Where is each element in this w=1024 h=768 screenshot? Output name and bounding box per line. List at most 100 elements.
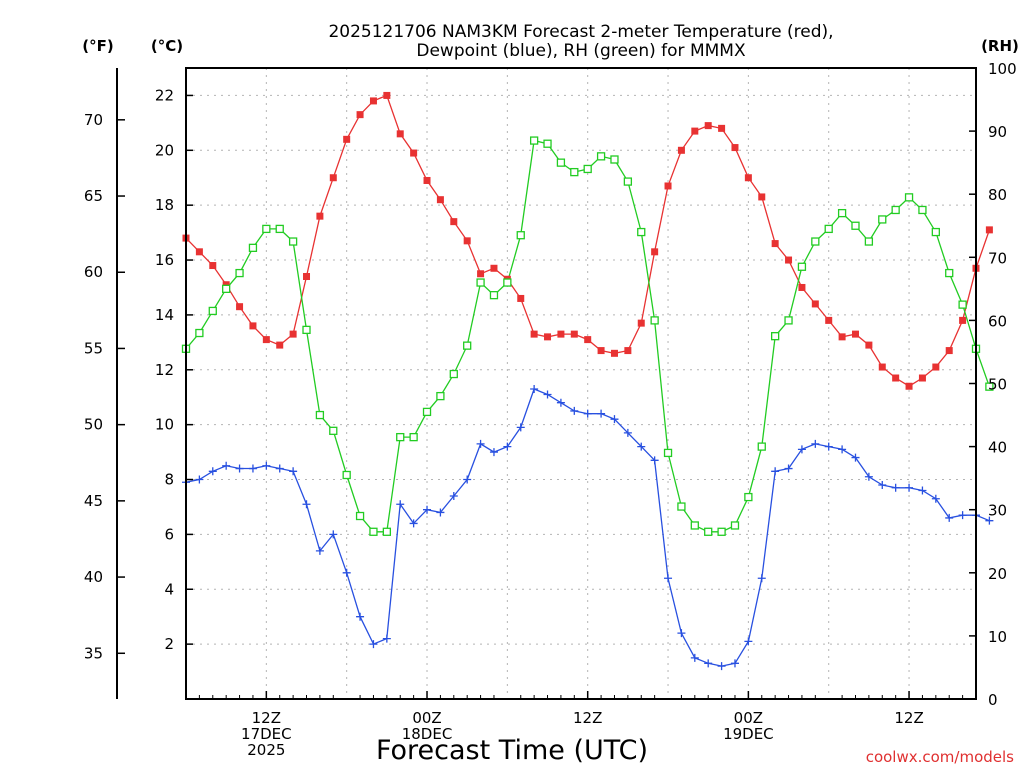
rh-tick-label: 90 — [988, 123, 1007, 141]
data-point-temperature — [744, 174, 752, 182]
data-point-dewpoint — [650, 456, 659, 465]
data-point-temperature — [316, 212, 324, 220]
chart-title: 2025121706 NAM3KM Forecast 2-meter Tempe… — [328, 22, 833, 42]
data-point-rh — [717, 527, 726, 536]
axis-ticks — [117, 67, 976, 700]
fahrenheit-unit-label: (°F) — [82, 37, 113, 55]
data-point-temperature — [249, 322, 257, 330]
data-point-dewpoint — [530, 384, 539, 393]
data-point-temperature — [758, 193, 766, 201]
celsius-tick-label: 8 — [164, 471, 174, 489]
data-point-dewpoint — [583, 409, 592, 418]
x-tick-label: 19DEC — [723, 725, 774, 743]
data-point-temperature — [450, 218, 458, 226]
data-point-temperature — [396, 130, 404, 138]
data-point-rh — [235, 268, 244, 278]
data-point-temperature — [651, 248, 659, 256]
data-point-temperature — [557, 330, 565, 338]
data-point-rh — [704, 527, 713, 536]
data-point-dewpoint — [958, 511, 967, 520]
data-point-temperature — [838, 333, 846, 341]
data-point-temperature — [610, 349, 618, 357]
data-point-temperature — [209, 262, 217, 270]
data-point-rh — [315, 410, 325, 420]
data-point-dewpoint — [543, 390, 552, 399]
data-point-rh — [302, 325, 311, 335]
data-point-dewpoint — [235, 464, 244, 473]
data-point-rh — [342, 470, 351, 480]
fahrenheit-tick-label: 55 — [84, 339, 103, 357]
celsius-unit-label: (°C) — [151, 37, 183, 55]
data-point-dewpoint — [489, 448, 498, 457]
data-point-temperature — [262, 336, 270, 344]
data-point-temperature — [570, 330, 578, 338]
data-point-temperature — [878, 363, 886, 371]
data-point-dewpoint — [476, 439, 485, 448]
data-point-rh — [610, 155, 619, 164]
data-point-dewpoint — [757, 574, 766, 583]
data-point-temperature — [664, 182, 672, 190]
celsius-tick-label: 20 — [155, 141, 174, 159]
data-point-dewpoint — [838, 445, 847, 454]
data-point-rh — [476, 278, 485, 287]
data-point-rh — [449, 369, 458, 379]
data-point-temperature — [905, 382, 913, 390]
data-point-temperature — [369, 97, 377, 105]
data-point-rh — [583, 164, 592, 174]
data-point-dewpoint — [784, 464, 793, 473]
data-point-temperature — [959, 316, 967, 324]
x-tick-label: 00Z — [734, 709, 763, 727]
data-point-dewpoint — [463, 475, 472, 484]
data-point-dewpoint — [704, 659, 713, 668]
rh-tick-label: 100 — [988, 60, 1017, 78]
celsius-tick-label: 14 — [155, 306, 174, 324]
data-point-temperature — [945, 347, 953, 355]
data-point-temperature — [343, 135, 351, 143]
data-point-dewpoint — [436, 508, 445, 517]
data-point-dewpoint — [677, 629, 686, 638]
data-point-dewpoint — [556, 398, 565, 407]
fahrenheit-tick-label: 65 — [84, 187, 103, 205]
chart-subtitle: Dewpoint (blue), RH (green) for MMMX — [416, 41, 746, 61]
data-point-temperature — [892, 374, 900, 382]
data-point-rh — [195, 328, 204, 338]
data-point-rh — [436, 391, 445, 401]
data-point-dewpoint — [382, 634, 391, 643]
x-tick-label: 18DEC — [402, 725, 453, 743]
data-point-rh — [248, 243, 258, 252]
data-point-temperature — [436, 196, 444, 204]
x-tick-label: 12Z — [252, 709, 281, 727]
data-point-dewpoint — [423, 505, 432, 514]
data-point-rh — [503, 278, 512, 287]
data-point-dewpoint — [610, 415, 619, 424]
data-point-temperature — [329, 174, 337, 182]
data-point-temperature — [463, 237, 471, 245]
data-point-rh — [463, 341, 472, 350]
fahrenheit-tick-label: 45 — [84, 492, 103, 510]
data-point-dewpoint — [623, 428, 632, 437]
data-point-dewpoint — [905, 483, 914, 492]
data-point-dewpoint — [449, 491, 458, 500]
data-point-dewpoint — [409, 519, 418, 528]
data-point-dewpoint — [864, 472, 873, 481]
data-point-rh — [262, 224, 271, 234]
data-point-rh — [329, 426, 338, 435]
data-point-rh — [918, 205, 927, 215]
x-axis-label: Forecast Time (UTC) — [376, 735, 648, 766]
data-point-rh — [824, 224, 833, 234]
data-point-temperature — [771, 240, 779, 248]
data-point-rh — [811, 237, 820, 246]
data-point-rh — [222, 284, 231, 294]
data-point-rh — [489, 291, 499, 300]
data-point-rh — [409, 432, 418, 442]
data-point-temperature — [624, 347, 632, 355]
data-point-rh — [730, 521, 740, 530]
data-point-dewpoint — [369, 640, 378, 649]
data-point-dewpoint — [797, 445, 806, 454]
data-point-temperature — [276, 341, 284, 349]
data-point-dewpoint — [851, 453, 860, 462]
data-point-dewpoint — [248, 464, 257, 473]
plot-frame — [185, 67, 977, 700]
data-point-temperature — [410, 149, 418, 157]
data-point-dewpoint — [824, 442, 833, 451]
